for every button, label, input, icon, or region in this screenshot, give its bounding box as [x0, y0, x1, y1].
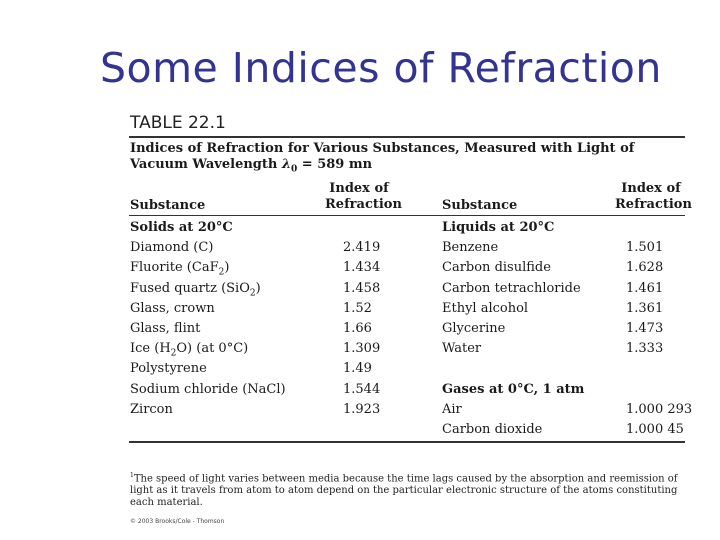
- table-footnote: 1The speed of light varies between media…: [130, 470, 690, 509]
- substance-name: Carbon dioxide: [442, 421, 543, 437]
- name-part: Fused quartz (SiO: [130, 280, 250, 296]
- lambda-symbol: λ: [281, 157, 291, 172]
- table-bottom-rule: [129, 441, 685, 443]
- header-index-right-line2: Refraction: [615, 197, 692, 212]
- refraction-index-value: 1.333: [626, 341, 664, 357]
- refraction-index-value: 1.309: [343, 341, 381, 357]
- substance-name: Zircon: [130, 401, 173, 417]
- group-heading: Gases at 0°C, 1 atm: [442, 381, 585, 397]
- group-heading: Solids at 20°C: [130, 220, 233, 235]
- slide-title: Some Indices of Refraction: [100, 44, 662, 92]
- substance-name: Carbon disulfide: [442, 260, 551, 276]
- name-subscript: 2: [170, 348, 177, 359]
- footnote-marker: 1: [130, 472, 134, 479]
- refraction-index-value: [626, 218, 692, 238]
- table-label: TABLE 22.1: [130, 113, 226, 133]
- refraction-index-value: 1.66: [343, 320, 372, 336]
- caption-tail: = 589 mn: [297, 157, 373, 172]
- substance-name: Glycerine: [442, 320, 506, 336]
- left-index-column: 2.419 1.434 1.458 1.52 1.66 1.309 1.49 1.544 1.9…: [343, 218, 380, 420]
- refraction-index-value: 1.000 293: [626, 401, 693, 417]
- header-substance-left: Substance: [130, 198, 206, 213]
- substance-name: Glass, crown: [130, 300, 215, 316]
- header-index-left-line2: Refraction: [325, 197, 402, 212]
- name-part: ): [224, 260, 230, 276]
- refraction-index-value: 1.361: [626, 300, 664, 316]
- refraction-index-value: 1.461: [626, 280, 664, 296]
- refraction-index-value: 1.628: [626, 260, 664, 276]
- substance-name: Ice (H2O) (at 0°C): [130, 339, 286, 359]
- table-top-rule: [129, 136, 685, 138]
- name-part: O) (at 0°C): [176, 341, 249, 357]
- substance-name: Diamond (C): [130, 240, 214, 256]
- left-substance-column: Solids at 20°C Diamond (C) Fluorite (CaF2)…: [130, 218, 286, 420]
- substance-name: Sodium chloride (NaCl): [130, 381, 286, 397]
- refraction-index-value: 1.473: [626, 320, 664, 336]
- name-part: Fluorite (CaF: [130, 260, 219, 276]
- caption-lead: Indices of Refraction for Various Substa…: [130, 141, 635, 172]
- header-index-right-line1: Index of: [621, 181, 681, 196]
- right-substance-column: Liquids at 20°C Benzene Carbon disulfide Ca…: [442, 218, 584, 440]
- substance-name: Fused quartz (SiO2): [130, 279, 286, 299]
- substance-name: Benzene: [442, 240, 499, 256]
- substance-name: Polystyrene: [130, 361, 207, 377]
- refraction-index-value: [626, 359, 692, 379]
- refraction-index-value: [626, 380, 692, 400]
- substance-name: [442, 359, 584, 379]
- group-heading: Liquids at 20°C: [442, 220, 555, 235]
- lambda-subscript: 0: [291, 164, 298, 175]
- header-index-left: Index of Refraction: [325, 181, 402, 213]
- header-index-left-line1: Index of: [329, 181, 389, 196]
- name-part: Ice (H: [130, 341, 171, 357]
- refraction-index-value: [343, 218, 380, 238]
- substance-name: Water: [442, 341, 482, 357]
- header-substance-right: Substance: [442, 198, 518, 213]
- refraction-index-value: 1.434: [343, 260, 381, 276]
- name-part: ): [255, 280, 261, 296]
- refraction-index-value: 1.49: [343, 361, 372, 377]
- footnote-text: The speed of light varies between media …: [130, 473, 678, 509]
- substance-name: Glass, flint: [130, 320, 201, 336]
- name-subscript: 2: [218, 267, 225, 278]
- refraction-index-value: 1.000 45: [626, 421, 684, 437]
- table-caption: Indices of Refraction for Various Substa…: [130, 141, 686, 178]
- table-header-rule: [129, 215, 685, 216]
- substance-name: Air: [442, 401, 462, 417]
- refraction-index-value: 1.923: [343, 401, 381, 417]
- substance-name: Carbon tetrachloride: [442, 280, 581, 296]
- refraction-index-value: 1.52: [343, 300, 372, 316]
- right-index-column: 1.501 1.628 1.461 1.361 1.473 1.333 1.000 293 1…: [626, 218, 692, 440]
- substance-name: Ethyl alcohol: [442, 300, 529, 316]
- refraction-index-value: 1.458: [343, 280, 381, 296]
- name-subscript: 2: [249, 288, 256, 299]
- refraction-index-value: 1.501: [626, 240, 664, 256]
- header-index-right: Index of Refraction: [615, 181, 692, 213]
- copyright-notice: © 2003 Brooks/Cole - Thomson: [130, 518, 225, 525]
- substance-name: Fluorite (CaF2): [130, 258, 286, 278]
- refraction-index-value: 1.544: [343, 381, 381, 397]
- refraction-index-value: 2.419: [343, 240, 381, 256]
